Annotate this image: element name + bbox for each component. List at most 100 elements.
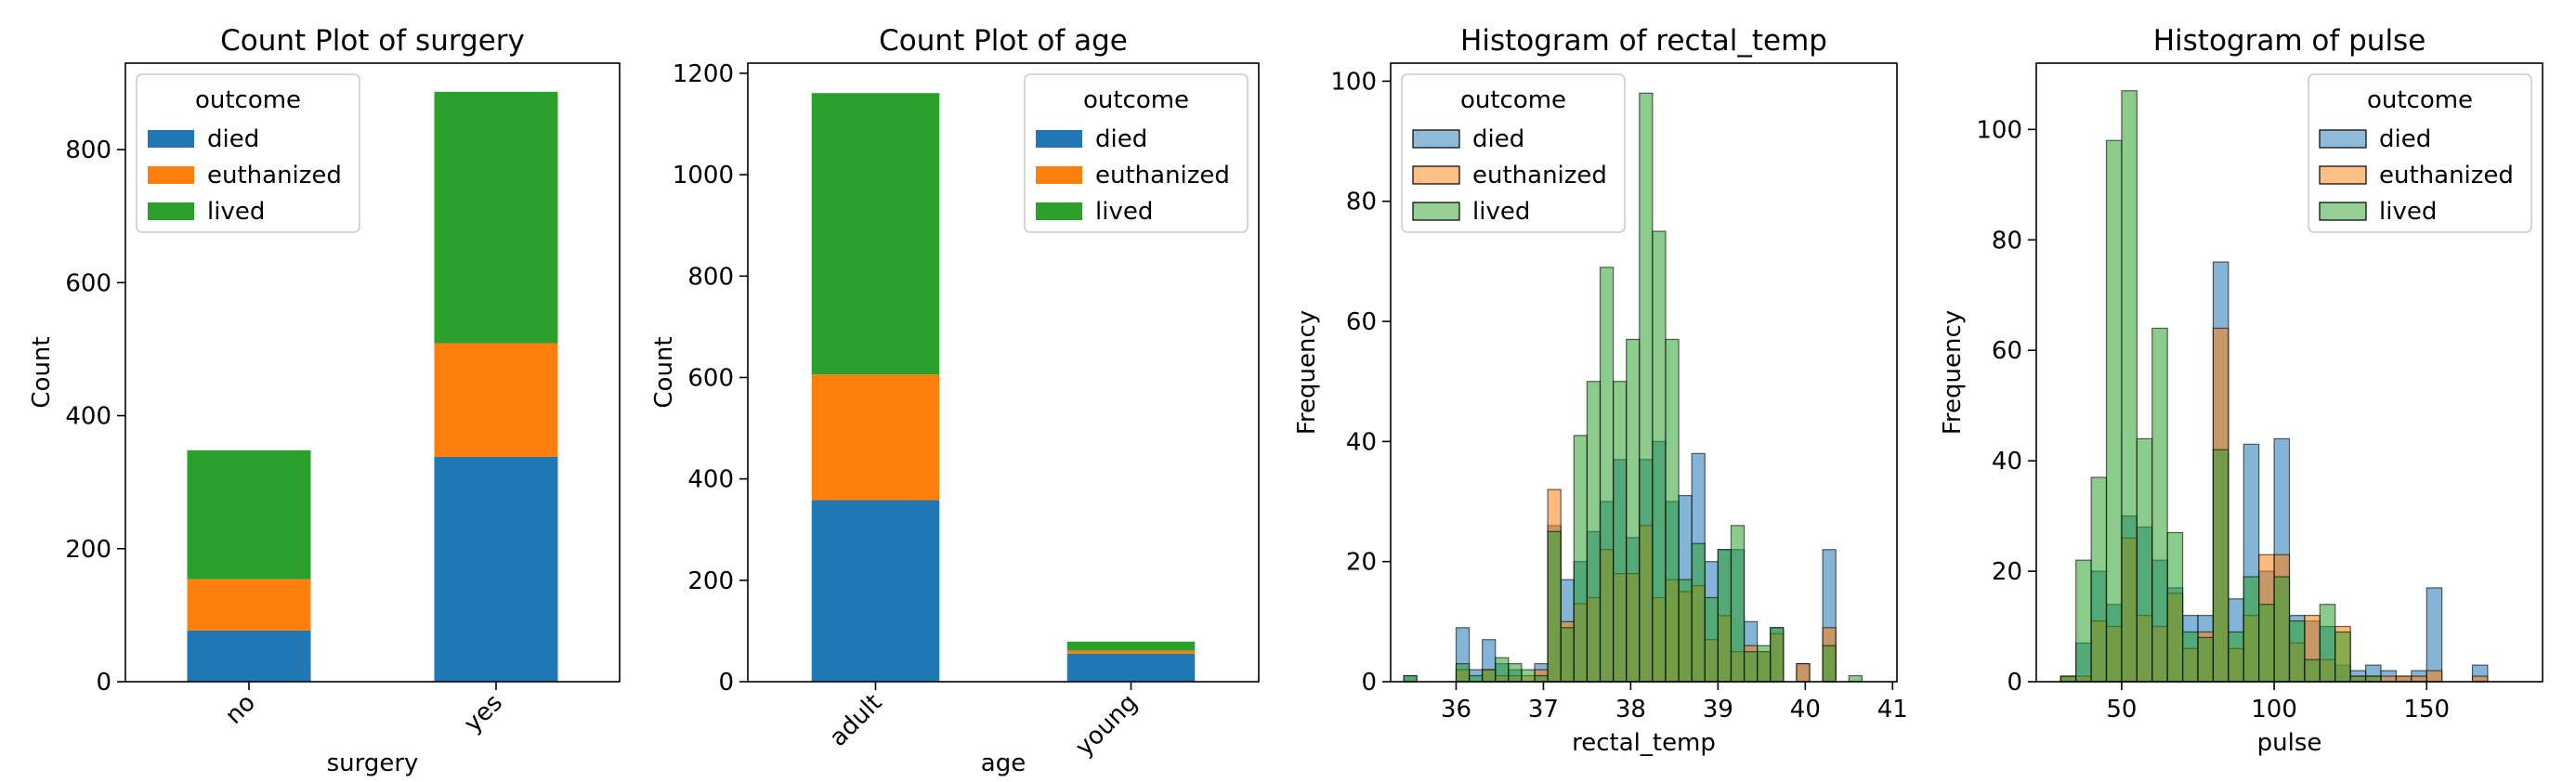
y-tick-label: 100 [1976, 116, 2022, 144]
legend: outcome died euthanized lived [2308, 73, 2532, 233]
legend-swatch-euthanized [1036, 166, 1082, 184]
legend-label-euthanized: euthanized [1095, 162, 1230, 189]
hist-bar-lived [1534, 674, 1549, 683]
hist-bar-lived [1665, 338, 1680, 683]
hist-bar-lived [2197, 636, 2215, 683]
bar-euthanized [811, 374, 940, 501]
bar-lived [434, 91, 558, 344]
hist-bar-lived [1678, 579, 1693, 683]
hist-bar-lived [1704, 596, 1719, 683]
chart-title: Histogram of pulse [2153, 24, 2426, 58]
hist-bar-lived [1560, 627, 1575, 683]
y-axis-label: Frequency [1939, 310, 1967, 435]
legend-box [1401, 73, 1626, 233]
x-tick-label: 38 [1615, 696, 1646, 723]
hist-bar-lived [1468, 674, 1484, 683]
hist-bar-lived [1495, 657, 1510, 683]
legend-label-died: died [207, 125, 259, 153]
x-tick-label: 37 [1528, 696, 1559, 723]
chart-4: 50 100 150 0 20 40 60 80 100 Histogram of pulse pu… [1939, 24, 2543, 757]
y-tick-label: 1200 [673, 60, 734, 88]
hist-bar-lived [1547, 530, 1562, 683]
hist-bar-lived [1403, 674, 1418, 683]
y-tick-label: 0 [1361, 669, 1377, 697]
y-tick-label: 0 [2007, 669, 2022, 697]
hist-bar-lived [2121, 90, 2138, 683]
y-tick-label: 60 [1346, 308, 1377, 336]
bar-died [1066, 653, 1196, 682]
x-tick-label: no [220, 689, 261, 730]
axes-frame [2035, 62, 2543, 683]
hist-bar-euthanized [2426, 670, 2443, 683]
x-axis-label: surgery [327, 749, 419, 777]
legend-swatch-died [148, 130, 194, 148]
legend-label-died: died [2379, 125, 2431, 153]
legend-swatch-euthanized [2319, 165, 2367, 185]
hist-bar-lived [1691, 542, 1706, 683]
hist-bar-lived [1757, 645, 1772, 683]
legend-swatch-lived [1412, 202, 1460, 221]
hist-bar-lived [2151, 327, 2168, 683]
bar-died [434, 456, 558, 682]
hist-bar-lived [2075, 559, 2092, 683]
x-tick-label: 39 [1703, 696, 1733, 723]
hist-bar-lived [2243, 576, 2260, 683]
bar-euthanized [434, 343, 558, 457]
axes-frame [747, 62, 1260, 683]
x-tick-label: young [1070, 689, 1143, 762]
legend: outcome died euthanized lived [136, 73, 360, 233]
hist-bar-lived [1848, 674, 1863, 683]
hist-bar-lived [2304, 658, 2321, 683]
y-axis-label: Count [28, 336, 56, 408]
hist-bar-euthanized [2471, 675, 2489, 683]
hist-bar-lived [2349, 675, 2367, 683]
axes-frame [1390, 62, 1898, 683]
hist-bar-lived [2334, 631, 2351, 683]
x-tick-label: 36 [1441, 696, 1471, 723]
hist-bar-lived [2059, 675, 2077, 683]
legend-label-lived: lived [1472, 198, 1530, 226]
chart-title: Count Plot of surgery [220, 24, 525, 58]
hist-bar-lived [1639, 92, 1654, 683]
hist-bar-lived [2288, 619, 2306, 683]
legend-box [2308, 73, 2532, 233]
legend-label-euthanized: euthanized [1472, 162, 1607, 189]
y-tick-label: 200 [687, 567, 734, 595]
x-tick-label: yes [459, 689, 508, 738]
legend: outcome died euthanized lived [1024, 73, 1249, 233]
hist-bar-lived [1508, 663, 1523, 683]
hist-bar-lived [1730, 525, 1746, 683]
y-tick-label: 80 [1992, 227, 2022, 254]
legend-box [136, 73, 360, 233]
y-tick-label: 60 [1992, 337, 2022, 365]
chart-1: no yes 0 200 400 600 800 Count Plot of surgery s… [28, 24, 621, 777]
y-tick-label: 400 [65, 403, 111, 431]
hist-bar-lived [1743, 651, 1759, 683]
x-tick-label: 50 [2106, 696, 2137, 723]
hist-bar-lived [1482, 669, 1497, 683]
hist-bar-lived [2136, 437, 2153, 683]
legend-label-died: died [1095, 125, 1147, 153]
x-tick-label: 41 [1877, 696, 1908, 723]
y-tick-label: 40 [1346, 428, 1377, 456]
legend-title: outcome [1083, 86, 1189, 114]
legend-swatch-lived [2319, 202, 2367, 221]
legend-title: outcome [2367, 86, 2473, 114]
y-tick-label: 400 [687, 466, 734, 494]
legend-swatch-lived [1036, 202, 1082, 220]
bar-lived [811, 93, 940, 375]
chart-title: Histogram of rectal_temp [1460, 24, 1827, 58]
y-axis-label: Count [650, 336, 678, 408]
legend-label-euthanized: euthanized [207, 162, 342, 189]
hist-bar-lived [2319, 604, 2336, 683]
chart-title: Count Plot of age [879, 24, 1128, 58]
hist-bar-euthanized [2395, 675, 2413, 683]
hist-bar-lived [1521, 669, 1536, 683]
legend-label-euthanized: euthanized [2379, 162, 2514, 189]
bar-euthanized [1066, 650, 1196, 654]
hist-bar-lived [2181, 631, 2199, 683]
hist-bar-lived [2166, 531, 2184, 683]
x-tick-label: 150 [2403, 696, 2450, 723]
y-tick-label: 200 [65, 536, 111, 564]
